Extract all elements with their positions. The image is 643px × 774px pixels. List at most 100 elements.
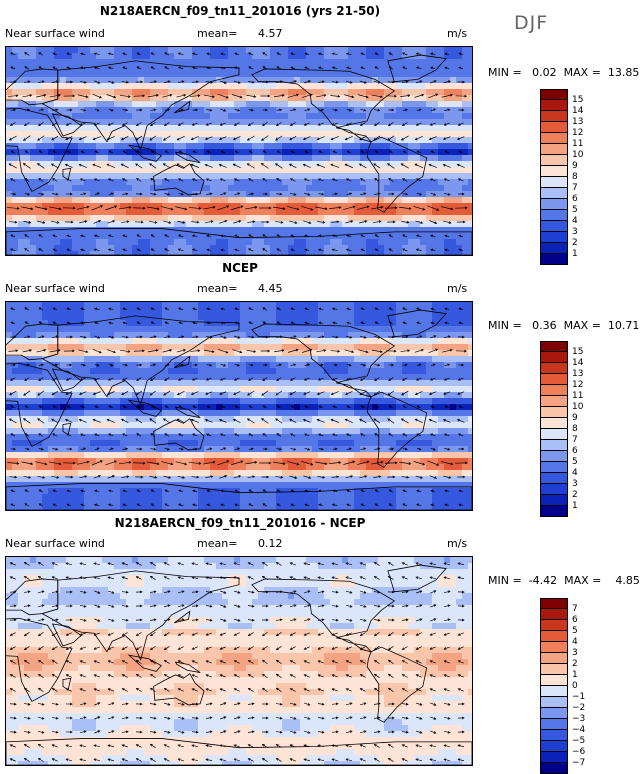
field-cell bbox=[324, 386, 331, 393]
field-cell bbox=[48, 209, 55, 216]
field-cell bbox=[192, 197, 199, 204]
field-cell bbox=[48, 197, 55, 204]
field-cell bbox=[132, 368, 139, 375]
field-cell bbox=[270, 83, 277, 90]
field-cell bbox=[420, 143, 427, 150]
field-cell bbox=[126, 386, 133, 393]
field-cell bbox=[60, 344, 67, 351]
field-cell bbox=[42, 167, 49, 174]
field-cell bbox=[102, 410, 109, 417]
field-cell bbox=[156, 302, 163, 309]
field-cell bbox=[156, 173, 163, 180]
field-cell bbox=[84, 368, 91, 375]
field-cell bbox=[462, 143, 469, 150]
field-cell bbox=[324, 428, 331, 435]
field-cell bbox=[90, 251, 97, 255]
field-cell bbox=[396, 344, 403, 351]
field-cell bbox=[372, 332, 379, 339]
field-cell bbox=[12, 422, 19, 429]
field-cell bbox=[204, 314, 211, 321]
field-cell bbox=[18, 119, 25, 126]
field-cell bbox=[318, 428, 325, 435]
field-cell bbox=[18, 191, 25, 198]
field-cell bbox=[264, 374, 271, 381]
field-cell bbox=[24, 185, 31, 192]
field-cell bbox=[114, 356, 121, 363]
field-cell bbox=[246, 332, 253, 339]
field-cell bbox=[192, 251, 199, 255]
field-cell bbox=[456, 83, 463, 90]
field-cell bbox=[258, 422, 265, 429]
field-cell bbox=[204, 101, 211, 108]
field-cell bbox=[30, 215, 37, 222]
field-cell bbox=[126, 209, 133, 216]
field-cell bbox=[330, 155, 337, 162]
field-cell bbox=[258, 356, 265, 363]
field-cell bbox=[258, 113, 265, 120]
field-cell bbox=[420, 314, 427, 321]
field-cell bbox=[216, 326, 223, 333]
field-cell bbox=[378, 398, 385, 405]
field-cell bbox=[240, 161, 247, 168]
field-cell bbox=[132, 125, 139, 132]
field-cell bbox=[198, 302, 205, 309]
field-cell bbox=[54, 326, 61, 333]
field-cell bbox=[408, 131, 415, 138]
field-cell bbox=[276, 227, 283, 234]
field-cell bbox=[282, 410, 289, 417]
field-cell bbox=[210, 149, 217, 156]
field-cell bbox=[216, 338, 223, 345]
field-cell bbox=[48, 344, 55, 351]
field-cell bbox=[468, 113, 472, 120]
field-cell bbox=[288, 143, 295, 150]
field-cell bbox=[12, 374, 19, 381]
field-cell bbox=[168, 374, 175, 381]
field-cell bbox=[180, 239, 187, 246]
field-cell bbox=[432, 380, 439, 387]
field-cell bbox=[126, 161, 133, 168]
field-cell bbox=[282, 239, 289, 246]
field-cell bbox=[330, 422, 337, 429]
field-cell bbox=[366, 308, 373, 315]
field-cell bbox=[48, 185, 55, 192]
field-cell bbox=[18, 356, 25, 363]
field-cell bbox=[138, 113, 145, 120]
field-cell bbox=[246, 380, 253, 387]
field-cell bbox=[126, 239, 133, 246]
field-cell bbox=[192, 83, 199, 90]
field-cell bbox=[156, 83, 163, 90]
field-cell bbox=[204, 239, 211, 246]
field-cell bbox=[66, 59, 73, 66]
field-cell bbox=[102, 167, 109, 174]
field-cell bbox=[96, 239, 103, 246]
field-cell bbox=[84, 47, 91, 54]
field-cell bbox=[114, 368, 121, 375]
field-cell bbox=[252, 245, 259, 252]
field-cell bbox=[18, 89, 25, 96]
field-cell bbox=[414, 422, 421, 429]
field-cell bbox=[156, 416, 163, 423]
field-cell bbox=[156, 245, 163, 252]
field-cell bbox=[156, 338, 163, 345]
field-cell bbox=[318, 215, 325, 222]
field-cell bbox=[372, 89, 379, 96]
field-cell bbox=[12, 113, 19, 120]
field-cell bbox=[312, 179, 319, 186]
field-cell bbox=[90, 356, 97, 363]
field-cell bbox=[162, 227, 169, 234]
field-cell bbox=[402, 314, 409, 321]
field-cell bbox=[300, 404, 307, 411]
field-cell bbox=[168, 197, 175, 204]
field-cell bbox=[198, 380, 205, 387]
field-cell bbox=[420, 251, 427, 255]
field-cell bbox=[390, 143, 397, 150]
field-cell bbox=[204, 59, 211, 66]
field-cell bbox=[204, 173, 211, 180]
field-cell bbox=[258, 416, 265, 423]
field-cell bbox=[192, 422, 199, 429]
field-cell bbox=[42, 95, 49, 102]
field-cell bbox=[414, 398, 421, 405]
field-cell bbox=[306, 185, 313, 192]
field-cell bbox=[60, 101, 67, 108]
field-cell bbox=[192, 113, 199, 120]
